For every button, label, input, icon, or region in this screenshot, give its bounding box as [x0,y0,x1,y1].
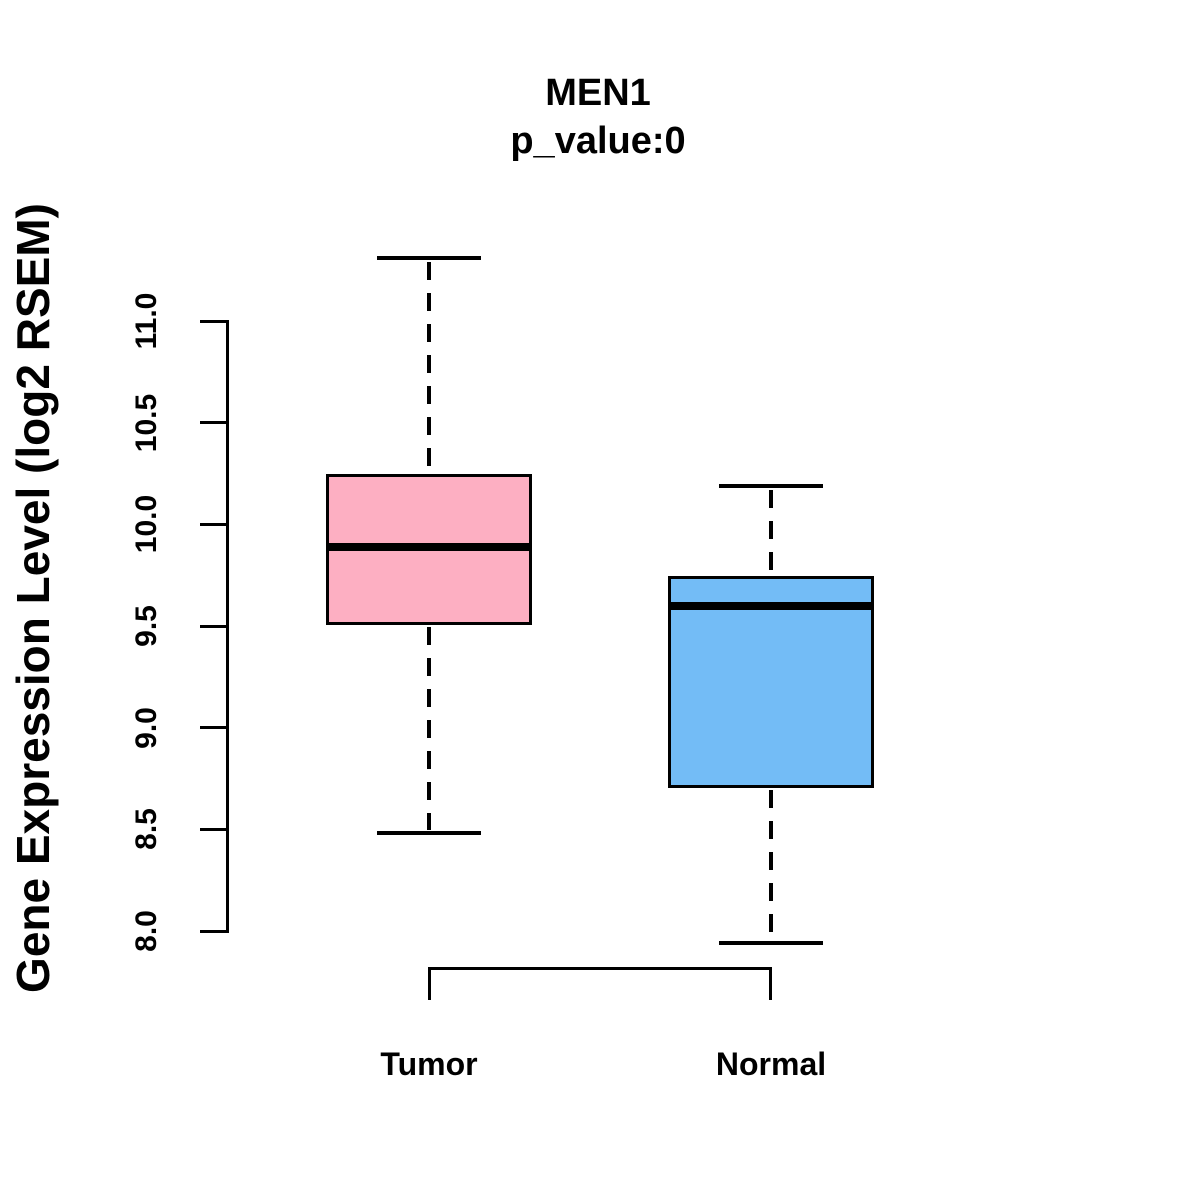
y-axis-tick [200,929,229,933]
y-axis-tick-label: 8.5 [130,808,163,851]
whisker-lower-dash-tumor [427,626,431,831]
x-axis-label-normal: Normal [715,1046,827,1082]
x-axis-line [429,967,771,970]
y-axis-tick [200,624,229,628]
whisker-cap-lower-normal [719,941,823,946]
whisker-cap-upper-tumor [377,255,481,260]
y-axis-tick-label: 11.0 [130,292,163,350]
y-axis-tick [200,827,229,831]
whisker-upper-dash-normal [769,489,773,576]
x-axis-tick-normal [769,967,772,1000]
y-axis-tick-label: 10.5 [130,393,163,452]
y-axis-tick [200,726,229,730]
x-axis-tick-tumor [428,967,431,1000]
median-line-normal [668,601,874,610]
whisker-cap-lower-tumor [377,831,481,836]
whisker-lower-dash-normal [769,789,773,941]
y-axis-tick-label: 9.5 [130,605,163,647]
whisker-upper-dash-tumor [427,261,431,474]
y-axis-tick [200,421,229,425]
x-axis-label-tumor: Tumor [380,1046,478,1082]
y-axis-tick [200,319,229,323]
y-axis-tick-label: 8.0 [130,910,163,952]
box-normal [668,575,874,789]
chart-subtitle: p_value:0 [510,120,686,162]
chart-title: MEN1 [545,72,651,114]
median-line-tumor [326,542,532,551]
y-axis-tick [200,522,229,526]
y-axis-tick-label: 10.0 [130,495,163,554]
whisker-cap-upper-normal [719,483,823,488]
y-axis-tick-label: 9.0 [130,706,163,749]
